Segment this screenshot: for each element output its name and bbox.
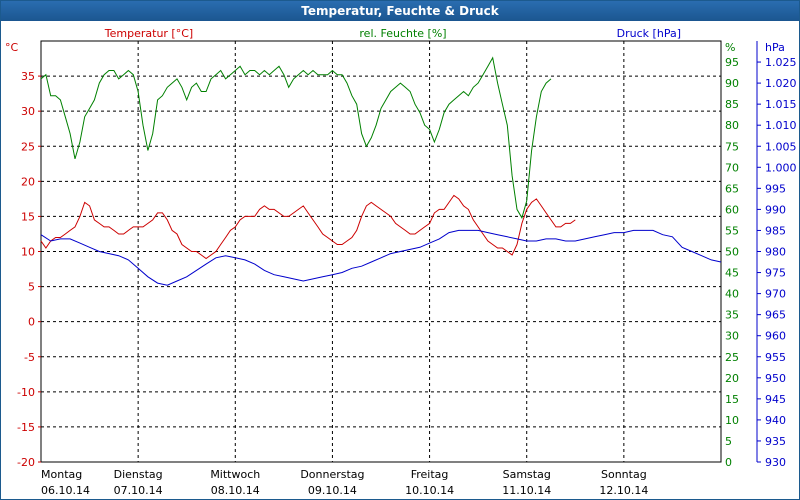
pressure-tick-label: 965 (765, 309, 786, 322)
temperature-tick-label: -5 (24, 351, 35, 364)
pressure-tick-label: 1.000 (765, 161, 797, 174)
humidity-tick-label: 50 (725, 246, 739, 259)
humidity-tick-label: 90 (725, 77, 739, 90)
humidity-tick-label: 5 (725, 435, 732, 448)
x-tick-label-day: Sonntag (601, 468, 647, 481)
humidity-unit-label: % (725, 41, 735, 54)
pressure-tick-label: 950 (765, 372, 786, 385)
humidity-tick-label: 60 (725, 203, 739, 216)
pressure-tick-label: 935 (765, 435, 786, 448)
x-tick-label-date: 06.10.14 (41, 484, 90, 497)
x-tick-label-day: Freitag (411, 468, 449, 481)
temperature-tick-label: 15 (21, 210, 35, 223)
pressure-tick-label: 945 (765, 393, 786, 406)
x-tick-label-date: 11.10.14 (502, 484, 551, 497)
temperature-axis-title: Temperatur [°C] (104, 27, 193, 40)
pressure-unit-label: hPa (765, 41, 785, 54)
pressure-tick-label: 980 (765, 246, 786, 259)
temperature-tick-label: 25 (21, 140, 35, 153)
temperature-series-line (40, 194, 576, 260)
pressure-tick-label: 955 (765, 351, 786, 364)
humidity-tick-label: 15 (725, 393, 739, 406)
humidity-axis-title: rel. Feuchte [%] (359, 27, 446, 40)
pressure-tick-label: 1.025 (765, 56, 797, 69)
humidity-tick-label: 10 (725, 414, 739, 427)
pressure-tick-label: 930 (765, 456, 786, 469)
humidity-tick-label: 25 (725, 351, 739, 364)
pressure-tick-label: 960 (765, 330, 786, 343)
temperature-tick-label: 30 (21, 105, 35, 118)
pressure-series-line (40, 229, 722, 286)
pressure-tick-label: 995 (765, 182, 786, 195)
x-tick-label-date: 09.10.14 (308, 484, 357, 497)
x-tick-label-date: 07.10.14 (114, 484, 163, 497)
humidity-tick-label: 35 (725, 309, 739, 322)
x-tick-label-day: Montag (41, 468, 82, 481)
humidity-series-line (40, 56, 552, 220)
humidity-tick-label: 85 (725, 98, 739, 111)
temperature-tick-label: 35 (21, 70, 35, 83)
x-tick-label-day: Dienstag (114, 468, 163, 481)
pressure-tick-label: 970 (765, 288, 786, 301)
humidity-tick-label: 55 (725, 224, 739, 237)
temperature-tick-label: -15 (17, 421, 35, 434)
pressure-tick-label: 975 (765, 267, 786, 280)
pressure-tick-label: 940 (765, 414, 786, 427)
humidity-tick-label: 80 (725, 119, 739, 132)
temperature-tick-label: 0 (28, 316, 35, 329)
chart-title: Temperatur, Feuchte & Druck (1, 1, 799, 21)
humidity-tick-label: 20 (725, 372, 739, 385)
temperature-tick-label: 5 (28, 281, 35, 294)
x-tick-label-date: 10.10.14 (405, 484, 454, 497)
humidity-tick-label: 65 (725, 182, 739, 195)
humidity-tick-label: 75 (725, 140, 739, 153)
x-tick-label-day: Mittwoch (210, 468, 260, 481)
pressure-axis-title: Druck [hPa] (617, 27, 681, 40)
temperature-unit-label: °C (5, 41, 19, 54)
x-tick-label-date: 12.10.14 (599, 484, 648, 497)
pressure-tick-label: 985 (765, 224, 786, 237)
humidity-tick-label: 0 (725, 456, 732, 469)
temperature-tick-label: 20 (21, 175, 35, 188)
pressure-tick-label: 990 (765, 203, 786, 216)
x-tick-label-day: Samstag (503, 468, 551, 481)
pressure-tick-label: 1.010 (765, 119, 797, 132)
pressure-tick-label: 1.005 (765, 140, 797, 153)
humidity-tick-label: 70 (725, 161, 739, 174)
humidity-tick-label: 30 (725, 330, 739, 343)
pressure-tick-label: 1.020 (765, 77, 797, 90)
temperature-tick-label: 10 (21, 246, 35, 259)
pressure-tick-label: 1.015 (765, 98, 797, 111)
humidity-tick-label: 95 (725, 56, 739, 69)
humidity-tick-label: 45 (725, 267, 739, 280)
temperature-tick-label: -20 (17, 456, 35, 469)
x-tick-label-date: 08.10.14 (211, 484, 260, 497)
x-tick-label-day: Donnerstag (300, 468, 364, 481)
humidity-tick-label: 40 (725, 288, 739, 301)
temperature-tick-label: -10 (17, 386, 35, 399)
